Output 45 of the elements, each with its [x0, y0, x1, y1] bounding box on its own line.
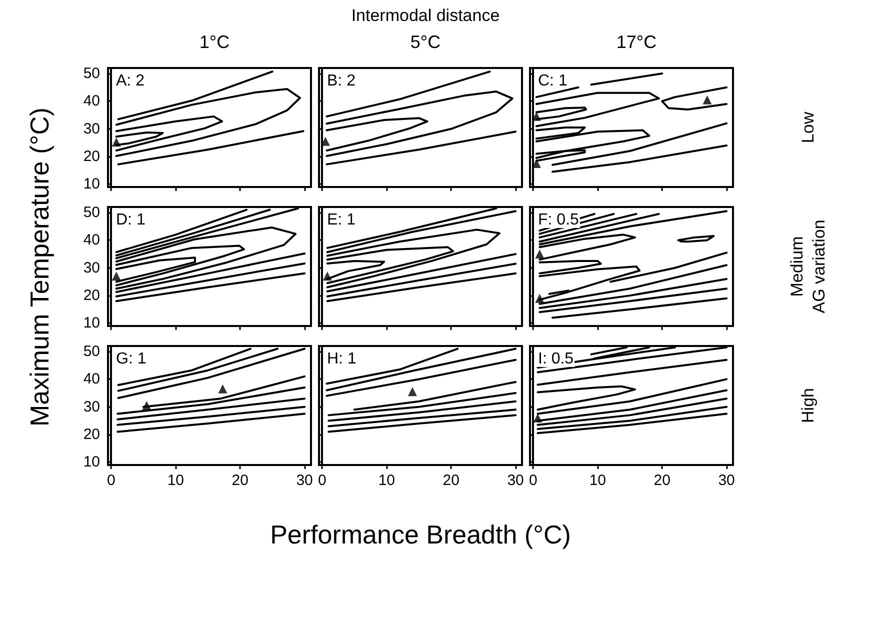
y-tick-label: 20: [83, 287, 100, 304]
x-tick-label: 30: [296, 472, 313, 489]
annotation: I: 0.5: [538, 350, 574, 368]
annotation: G: 1: [116, 350, 146, 368]
x-tick-label: 20: [442, 472, 460, 489]
x-axis-title: Performance Breadth (°C): [270, 520, 571, 550]
annotation: A: 2: [116, 72, 145, 90]
y-tick-label: 40: [83, 232, 100, 249]
annotation: D: 1: [116, 212, 146, 228]
y-tick-label: 10: [83, 314, 100, 332]
y-tick-label: 50: [83, 65, 100, 82]
x-tick-label: 10: [589, 472, 606, 489]
chart-subtitle: 5°C: [410, 32, 441, 52]
y-tick-label: 50: [83, 343, 100, 360]
y-tick-label: 20: [83, 426, 100, 444]
y-tick-label: 10: [83, 454, 100, 471]
y-tick-label: 30: [83, 120, 100, 138]
y2-axis-title: High: [798, 388, 818, 423]
x-tick-label: 0: [529, 472, 538, 489]
x-tick-label: 20: [232, 472, 248, 489]
y-axis-title: Maximum Temperature (°C): [24, 106, 56, 426]
y-tick-label: 20: [83, 148, 100, 166]
y2-axis-title: Medium AG variation: [788, 220, 828, 314]
annotation: C: 1: [538, 72, 568, 90]
x-tick-label: 20: [654, 472, 670, 489]
y-tick-label: 10: [83, 176, 100, 193]
x-tick-label: 10: [167, 472, 184, 489]
annotation: E: 1: [327, 212, 356, 228]
annotation: H: 1: [327, 350, 356, 368]
y-tick-label: 40: [83, 370, 100, 388]
y-tick-label: 40: [83, 92, 100, 110]
y-tick-label: 30: [83, 259, 100, 276]
y-tick-label: 50: [83, 204, 100, 222]
x-tick-label: 10: [378, 472, 396, 489]
annotation: B: 2: [327, 72, 356, 90]
annotation: F: 0.5: [538, 212, 580, 228]
x-tick-label: 30: [718, 472, 735, 489]
x-tick-label: 0: [107, 472, 116, 489]
chart-title: Intermodal distance: [351, 6, 500, 25]
chart-subtitle: 17°C: [616, 32, 657, 52]
x-tick-label: 0: [318, 472, 326, 489]
y2-axis-title: Low: [798, 111, 818, 144]
x-tick-label: 30: [507, 472, 524, 489]
chart-subtitle: 1°C: [199, 32, 230, 52]
y-tick-label: 30: [83, 398, 100, 416]
